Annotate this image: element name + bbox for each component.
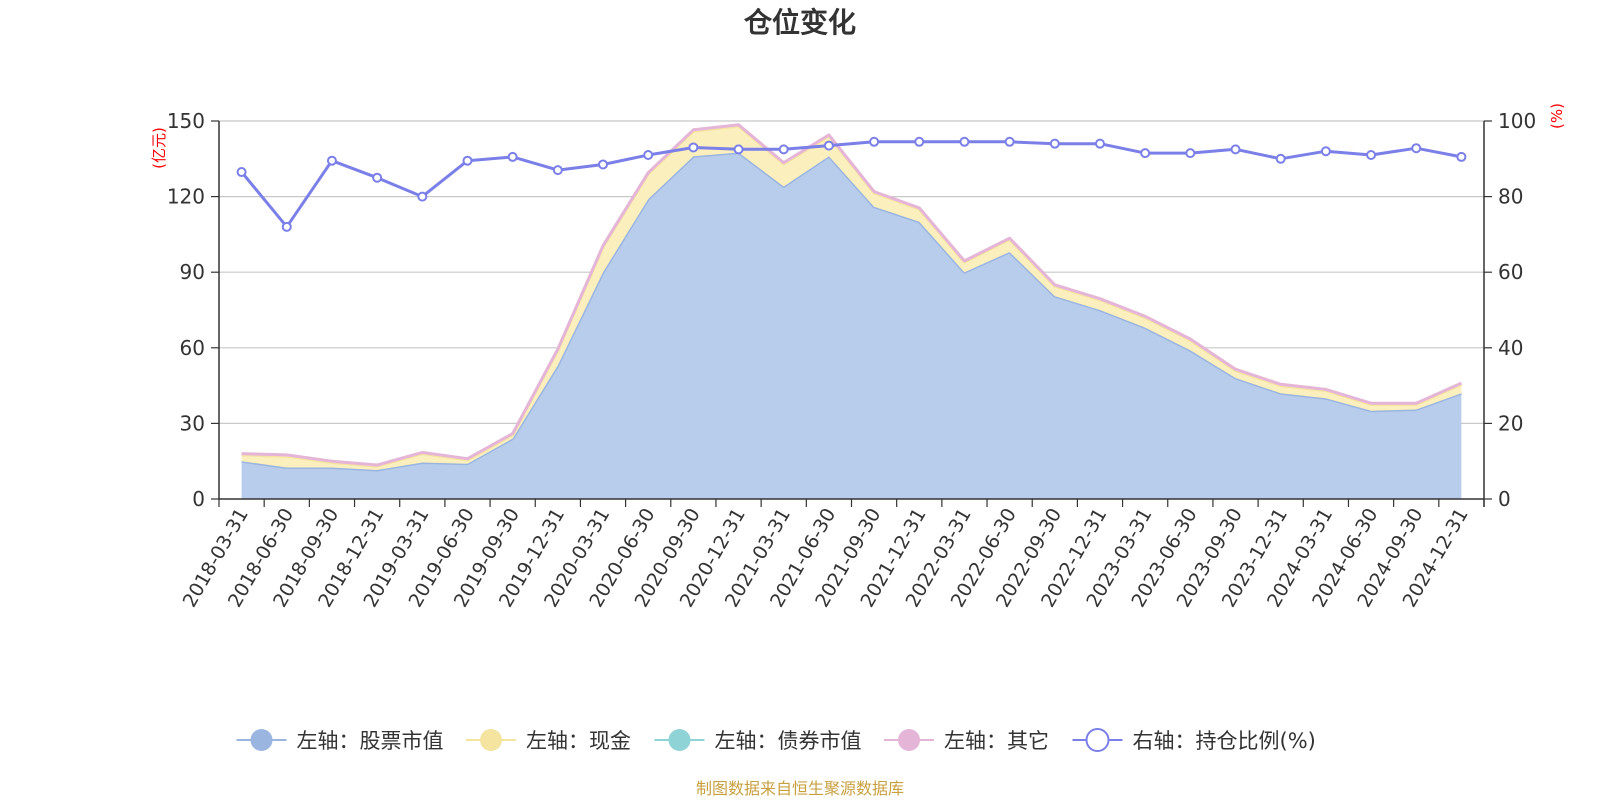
line-point	[688, 142, 699, 153]
left-axis-tick-label: 150	[167, 109, 205, 133]
line-point	[869, 136, 880, 147]
line-point	[1049, 138, 1060, 149]
line-point	[507, 151, 518, 162]
series-lines	[236, 136, 1467, 232]
data-source-note: 制图数据来自恒生聚源数据库	[696, 779, 904, 798]
right-axis-tick-label: 40	[1498, 336, 1523, 360]
legend-label: 左轴：其它	[944, 729, 1049, 753]
legend-label: 左轴：债券市值	[715, 729, 862, 753]
left-axis-unit: (亿元)	[150, 127, 168, 169]
left-axis-tick-label: 120	[167, 185, 205, 209]
legend-item: 左轴：股票市值	[236, 729, 444, 753]
line-point	[326, 155, 337, 166]
line-右轴：持仓比例(%)	[240, 140, 1462, 229]
legend-marker	[480, 729, 502, 751]
line-point	[914, 136, 925, 147]
legend-label: 左轴：现金	[526, 729, 631, 753]
legend-item: 左轴：其它	[884, 729, 1049, 753]
line-point	[552, 165, 563, 176]
right-axis-tick-label: 80	[1498, 185, 1523, 209]
left-axis-tick-label: 60	[180, 336, 205, 360]
line-point	[1230, 144, 1241, 155]
right-axis-tick-label: 60	[1498, 260, 1523, 284]
line-point	[417, 191, 428, 202]
legend-label: 右轴：持仓比例(%)	[1133, 729, 1316, 753]
left-axis-tick-label: 0	[192, 487, 205, 511]
line-point	[372, 172, 383, 183]
legend-label: 左轴：股票市值	[297, 729, 444, 753]
area-edge-左轴：其它	[241, 123, 1463, 467]
right-axis-tick-label: 100	[1498, 109, 1536, 133]
line-point	[1140, 148, 1151, 159]
line-point	[1456, 151, 1467, 162]
line-point	[598, 159, 609, 170]
line-point	[281, 221, 292, 232]
chart-title: 仓位变化	[744, 6, 856, 39]
line-point	[1320, 146, 1331, 157]
legend-marker	[1085, 728, 1110, 752]
left-axis-tick-label: 30	[180, 411, 205, 435]
right-axis-tick-label: 20	[1498, 411, 1523, 435]
line-point	[236, 167, 247, 178]
line-point	[462, 155, 473, 166]
legend-marker	[898, 729, 920, 751]
line-point	[959, 136, 970, 147]
line-point	[1004, 136, 1015, 147]
legend-item: 左轴：现金	[466, 729, 631, 753]
legend-item: 右轴：持仓比例(%)	[1072, 728, 1316, 753]
line-point	[778, 144, 789, 155]
line-point	[823, 140, 834, 151]
stacked-areas	[241, 123, 1463, 499]
legend-marker	[250, 729, 273, 751]
right-axis-unit: (%)	[1548, 103, 1566, 129]
line-point	[1094, 138, 1105, 149]
right-axis-tick-label: 0	[1498, 487, 1511, 511]
line-point	[1275, 153, 1286, 164]
left-axis-tick-label: 90	[180, 260, 205, 284]
line-point	[643, 150, 654, 161]
line-point	[733, 144, 744, 155]
area-左轴：股票市值	[241, 152, 1462, 499]
line-point	[1411, 143, 1422, 154]
legend: 左轴：股票市值 左轴：现金 左轴：债券市值 左轴：其它 右轴：持仓比例(%)	[236, 728, 1316, 753]
legend-item: 左轴：债券市值	[654, 729, 862, 753]
legend-marker	[668, 729, 691, 751]
line-point	[1185, 148, 1196, 159]
line-point	[1366, 150, 1377, 161]
